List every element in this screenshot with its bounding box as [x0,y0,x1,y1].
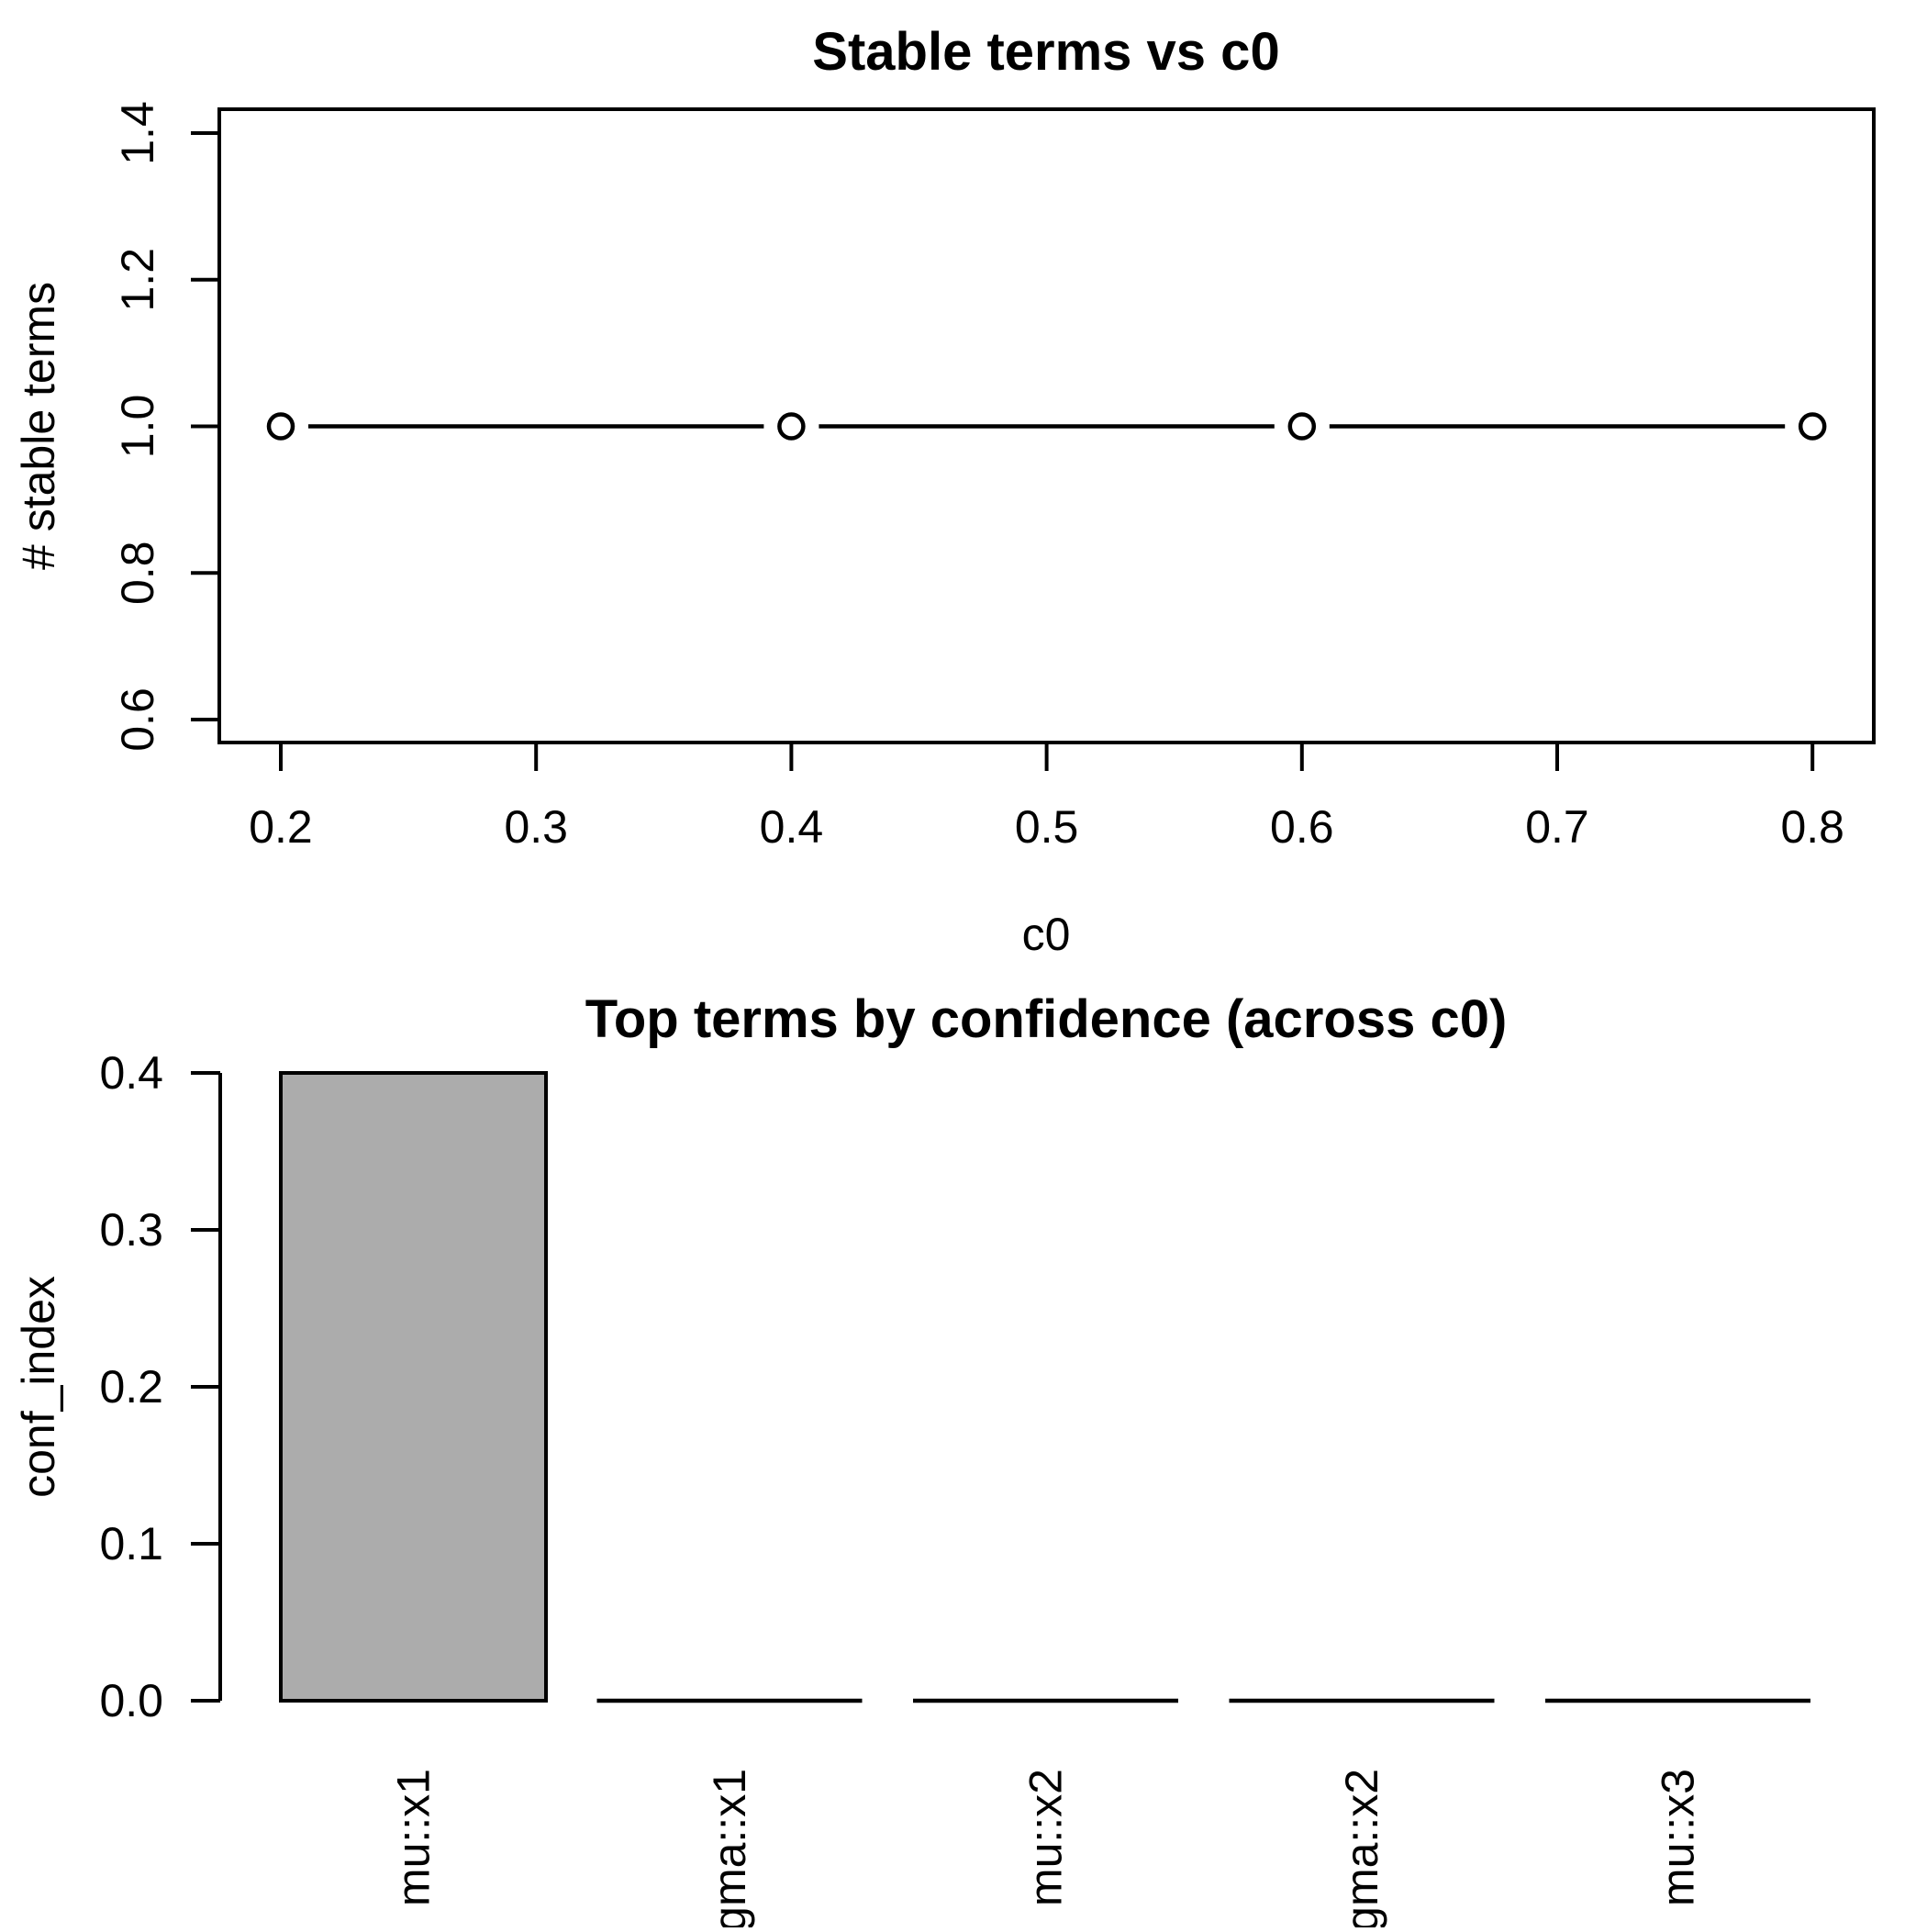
y-tick-label: 1.4 [112,101,163,165]
category-label: gma::x2 [1336,1769,1387,1927]
chart2-bars [279,1071,1810,1703]
category-label: gma::x1 [704,1769,755,1927]
data-point-marker [1798,412,1827,441]
chart1-series [266,412,1827,441]
x-tick-label: 0.2 [249,801,313,853]
chart1-title: Stable terms vs c0 [812,22,1279,82]
y-tick-label: 0.0 [99,1675,163,1726]
y-tick-label: 0.3 [99,1204,163,1256]
category-label: mu::x3 [1653,1769,1704,1906]
data-point-marker [266,412,295,441]
chart2-y-axis-label: conf_index [13,1276,64,1498]
chart2-title: Top terms by confidence (across c0) [585,989,1508,1049]
x-tick-label: 0.6 [1270,801,1334,853]
category-label: mu::x1 [388,1769,440,1906]
chart1-y-axis-label: # stable terms [13,282,64,570]
y-tick-label: 0.2 [99,1361,163,1413]
x-tick-label: 0.7 [1525,801,1589,853]
x-tick-label: 0.3 [504,801,568,853]
chart-top-terms: Top terms by confidence (across c0) conf… [13,989,1810,1932]
x-tick-label: 0.8 [1780,801,1844,853]
chart-stable-terms: Stable terms vs c0 c0 # stable terms 0.2… [13,22,1876,960]
chart1-y-axis: 0.6 0.8 1.0 1.2 1.4 [112,101,219,752]
chart2-y-axis: 0.0 0.1 0.2 0.3 0.4 [99,1047,222,1726]
y-tick-label: 0.4 [99,1047,163,1099]
chart2-category-labels: mu::x1 gma::x1 mu::x2 gma::x2 mu::x3 [388,1769,1704,1932]
y-tick-label: 1.2 [112,248,163,312]
x-tick-label: 0.5 [1015,801,1079,853]
x-tick-label: 0.4 [760,801,824,853]
y-tick-label: 1.0 [112,395,163,459]
data-point-marker [777,412,806,441]
y-tick-label: 0.6 [112,687,163,752]
bar [279,1071,548,1703]
y-tick-label: 0.1 [99,1518,163,1569]
chart1-x-axis: 0.2 0.3 0.4 0.5 0.6 0.7 0.8 [249,743,1844,853]
data-point-marker [1287,412,1317,441]
category-label: mu::x2 [1020,1769,1072,1906]
chart1-x-axis-label: c0 [1022,909,1071,960]
y-tick-label: 0.8 [112,541,163,605]
